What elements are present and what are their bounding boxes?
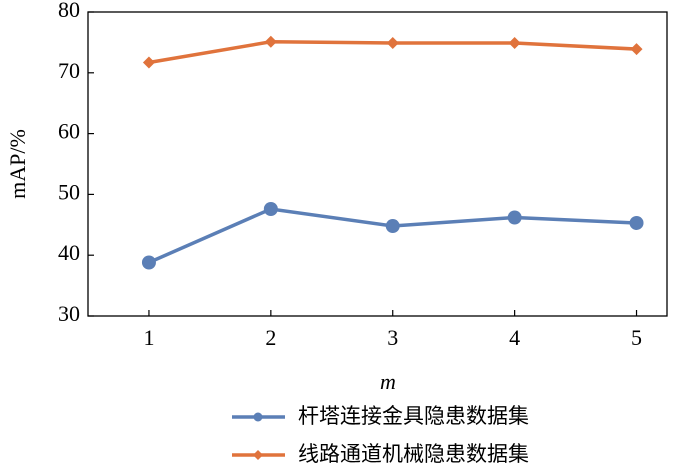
x-axis-label: m [380, 369, 396, 394]
legend-label: 杆塔连接金具隐患数据集 [298, 404, 529, 428]
x-tick-label: 3 [387, 325, 398, 350]
point [263, 201, 278, 216]
legend-marker [253, 450, 263, 460]
y-tick-label: 60 [58, 119, 80, 144]
point [630, 43, 643, 56]
point [386, 37, 399, 50]
point [142, 56, 155, 69]
series-line [148, 207, 637, 265]
x-tick-label: 1 [143, 325, 154, 350]
y-tick-label: 80 [58, 0, 80, 22]
point [141, 255, 156, 270]
y-axis-label: mAP/% [5, 129, 30, 199]
point [507, 210, 522, 225]
point [508, 37, 521, 50]
x-tick-label: 4 [509, 325, 520, 350]
point [264, 35, 277, 48]
y-tick-label: 50 [58, 179, 80, 204]
legend-marker [253, 412, 263, 422]
y-tick-label: 70 [58, 58, 80, 83]
x-tick-label: 2 [265, 325, 276, 350]
x-tick-label: 5 [631, 325, 642, 350]
plot-frame [87, 11, 668, 317]
legend-label: 线路通道机械隐患数据集 [298, 442, 529, 466]
point [629, 215, 644, 230]
y-tick-label: 30 [58, 301, 80, 326]
point [385, 219, 400, 234]
y-tick-label: 40 [58, 240, 80, 265]
